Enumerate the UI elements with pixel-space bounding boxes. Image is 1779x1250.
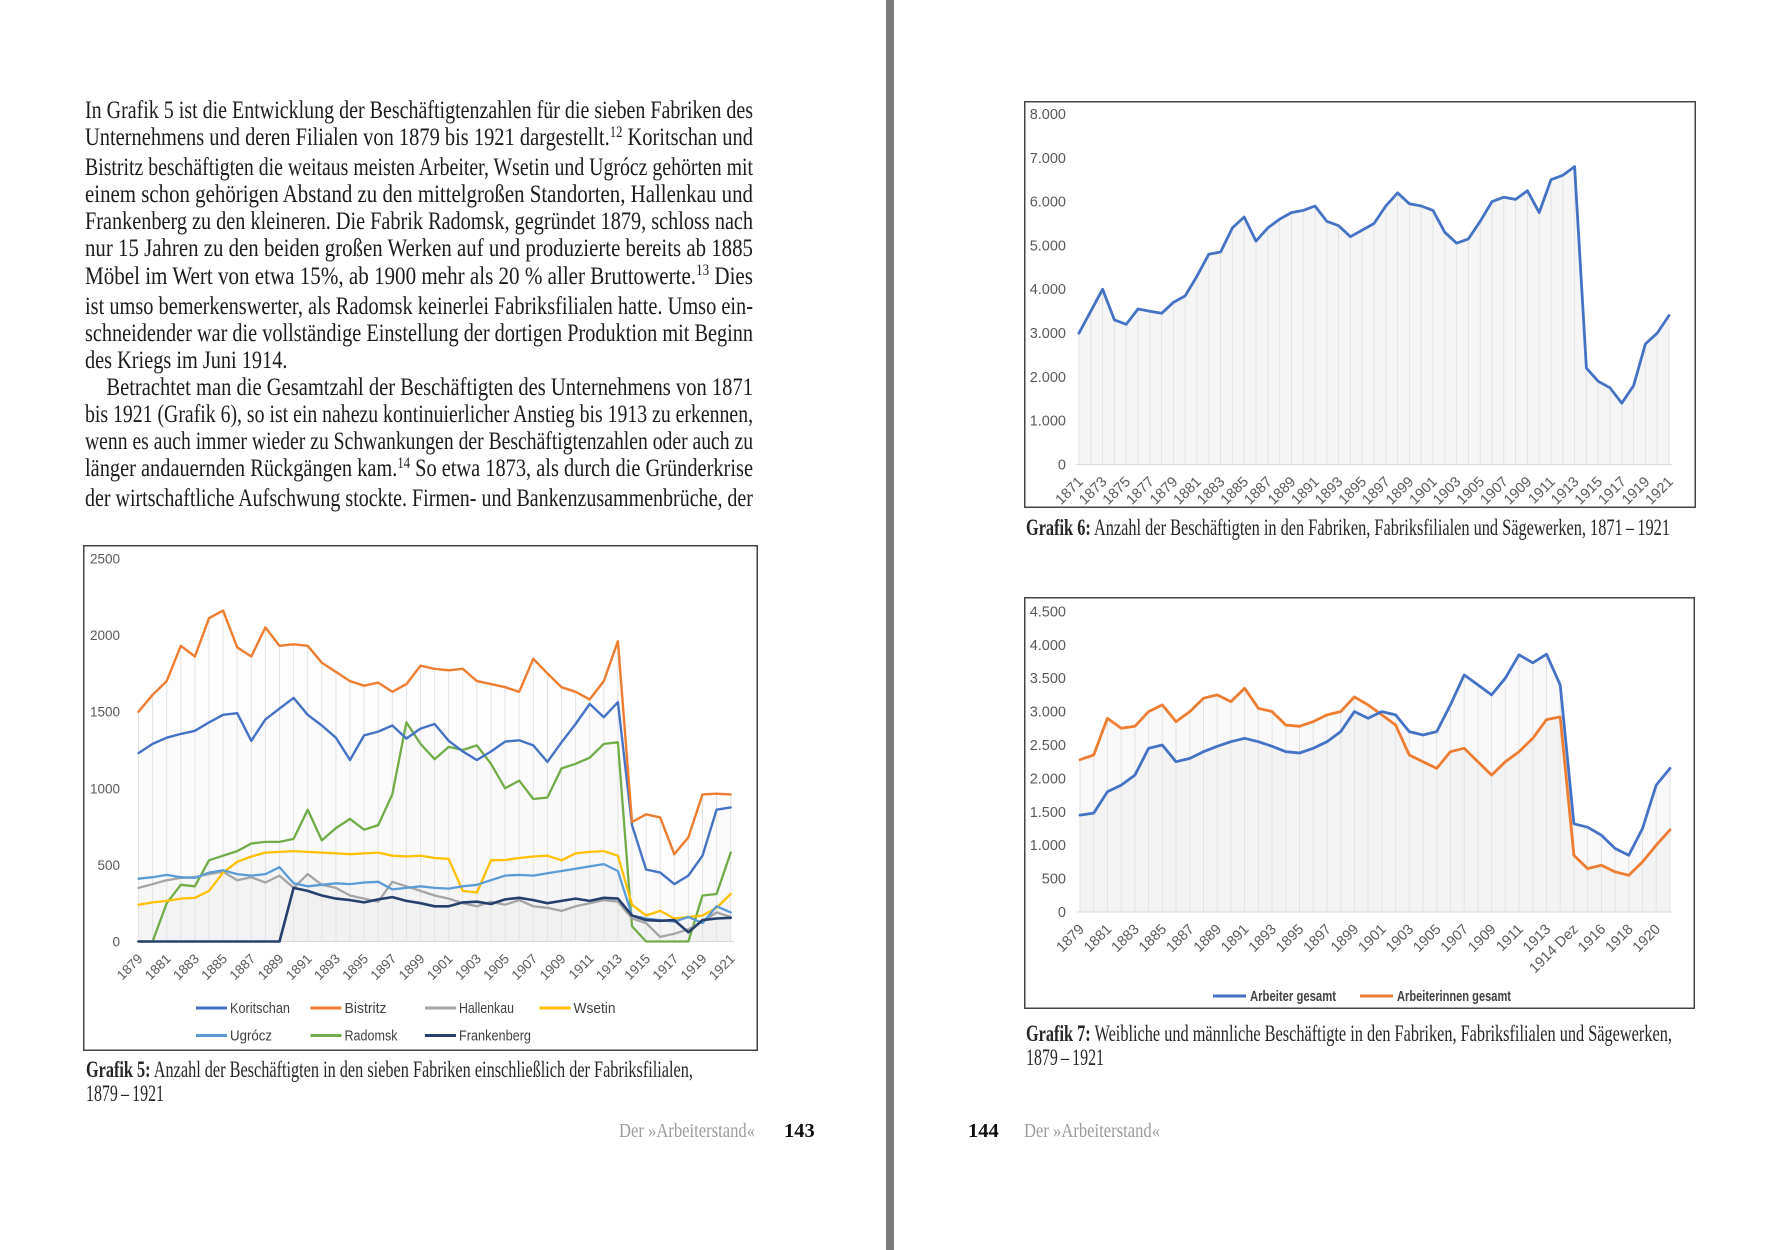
svg-text:2.000: 2.000 [1030, 370, 1066, 386]
svg-text:500: 500 [97, 858, 120, 873]
svg-text:5.000: 5.000 [1030, 238, 1066, 254]
svg-text:1.500: 1.500 [1030, 805, 1066, 821]
svg-text:2500: 2500 [90, 552, 120, 567]
svg-text:4.000: 4.000 [1030, 282, 1066, 298]
svg-text:0: 0 [112, 935, 120, 950]
svg-text:1.000: 1.000 [1030, 838, 1066, 854]
svg-text:Hallenkau: Hallenkau [459, 1001, 514, 1017]
svg-text:1.000: 1.000 [1030, 414, 1066, 430]
svg-text:Wsetin: Wsetin [574, 1001, 616, 1017]
svg-text:3.500: 3.500 [1030, 671, 1066, 687]
svg-text:Koritschan: Koritschan [230, 1001, 290, 1017]
svg-text:2.500: 2.500 [1030, 738, 1066, 754]
svg-text:4.500: 4.500 [1030, 604, 1066, 620]
svg-text:500: 500 [1042, 872, 1066, 888]
svg-text:Bistritz: Bistritz [345, 1001, 387, 1017]
svg-text:1000: 1000 [90, 781, 120, 796]
svg-text:Ugrócz: Ugrócz [230, 1029, 272, 1045]
svg-text:8.000: 8.000 [1030, 107, 1066, 123]
svg-text:7.000: 7.000 [1030, 151, 1066, 167]
svg-text:Arbeiter gesamt: Arbeiter gesamt [1250, 989, 1336, 1005]
svg-text:1500: 1500 [90, 705, 120, 720]
svg-text:0: 0 [1058, 458, 1066, 474]
svg-text:Frankenberg: Frankenberg [459, 1029, 531, 1045]
svg-text:3.000: 3.000 [1030, 705, 1066, 721]
svg-text:Radomsk: Radomsk [345, 1029, 399, 1045]
svg-text:4.000: 4.000 [1030, 638, 1066, 654]
svg-text:3.000: 3.000 [1030, 326, 1066, 342]
svg-text:Arbeiterinnen gesamt: Arbeiterinnen gesamt [1397, 989, 1511, 1005]
svg-text:2.000: 2.000 [1030, 771, 1066, 787]
svg-text:0: 0 [1058, 905, 1066, 921]
svg-text:2000: 2000 [90, 628, 120, 643]
svg-text:6.000: 6.000 [1030, 195, 1066, 211]
